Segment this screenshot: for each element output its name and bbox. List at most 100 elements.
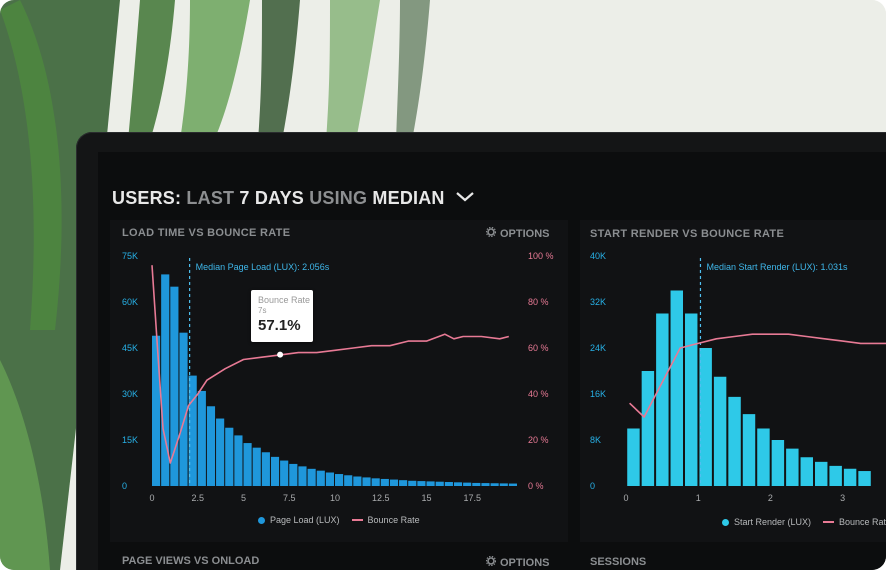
histogram-bar bbox=[408, 480, 417, 486]
x-tick-label: 1 bbox=[696, 493, 701, 503]
histogram-bar bbox=[307, 468, 316, 486]
histogram-bar bbox=[670, 290, 683, 486]
legend-line-label: Bounce Rate bbox=[839, 517, 886, 527]
histogram-bar bbox=[829, 465, 842, 486]
panel-title: SESSIONS bbox=[590, 556, 647, 568]
x-tick-label: 5 bbox=[241, 493, 246, 503]
hover-point bbox=[277, 351, 284, 358]
panel-title: START RENDER VS BOUNCE RATE bbox=[590, 228, 785, 240]
histogram-bar bbox=[389, 479, 399, 486]
x-tick-label: 15 bbox=[421, 493, 431, 503]
histogram-bar bbox=[179, 332, 188, 486]
histogram-bar bbox=[508, 483, 517, 486]
panel-title: LOAD TIME VS BOUNCE RATE bbox=[122, 227, 291, 239]
y-tick-label: 75K bbox=[122, 251, 138, 261]
histogram-bar bbox=[216, 418, 225, 486]
x-tick-label: 10 bbox=[330, 493, 340, 503]
y-tick-label: 30K bbox=[122, 389, 138, 399]
x-tick-label: 7.5 bbox=[283, 493, 296, 503]
y-tick-label: 60K bbox=[122, 297, 138, 307]
histogram-bar bbox=[499, 483, 508, 486]
histogram-bar bbox=[463, 482, 472, 486]
y-tick-label: 0 bbox=[590, 481, 595, 491]
histogram-bar bbox=[453, 482, 463, 486]
tooltip-x: 7s bbox=[258, 306, 267, 315]
bounce-rate-line bbox=[629, 333, 886, 418]
x-tick-label: 12.5 bbox=[372, 493, 390, 503]
histogram-bar bbox=[481, 483, 490, 486]
gear-icon bbox=[485, 226, 497, 240]
stat-label: MEDIAN bbox=[372, 188, 445, 208]
histogram-bar bbox=[325, 472, 334, 486]
x-tick-label: 3 bbox=[840, 493, 845, 503]
panel-start-render bbox=[580, 220, 886, 542]
median-annotation: Median Page Load (LUX): 2.056s bbox=[196, 262, 330, 272]
histogram-bar bbox=[426, 481, 435, 486]
options-button[interactable]: OPTIONS bbox=[485, 226, 550, 240]
histogram-bar bbox=[170, 286, 179, 486]
x-tick-label: 0 bbox=[623, 493, 628, 503]
histogram-bar bbox=[188, 375, 197, 486]
y2-tick-label: 40 % bbox=[528, 389, 549, 399]
histogram-bar bbox=[757, 428, 770, 486]
legend-bars-swatch bbox=[258, 517, 265, 524]
dashboard-headline[interactable]: USERS: LAST 7 DAYS USING MEDIAN bbox=[112, 186, 474, 210]
range-label-a: LAST bbox=[186, 188, 235, 208]
histogram-bar bbox=[353, 476, 362, 486]
histogram-bar bbox=[362, 477, 371, 486]
legend-load-time: Page Load (LUX) Bounce Rate bbox=[258, 515, 420, 525]
histogram-bar bbox=[289, 463, 298, 486]
y-tick-label: 8K bbox=[590, 435, 601, 445]
legend-bars-swatch bbox=[722, 519, 729, 526]
legend-bars-label: Page Load (LUX) bbox=[270, 515, 340, 525]
histogram-bar bbox=[490, 483, 499, 486]
histogram-bar bbox=[435, 481, 444, 486]
gear-icon bbox=[485, 555, 497, 569]
histogram-bar bbox=[234, 435, 243, 486]
histogram-bar bbox=[380, 478, 389, 486]
histogram-bar bbox=[771, 440, 785, 486]
histogram-bar bbox=[800, 457, 813, 486]
histogram-bar bbox=[243, 443, 252, 486]
histogram-bar bbox=[627, 428, 640, 486]
options-label: OPTIONS bbox=[500, 557, 550, 569]
histogram-bar bbox=[344, 475, 353, 486]
histogram-bar bbox=[399, 480, 408, 486]
y2-tick-label: 100 % bbox=[528, 251, 554, 261]
y-tick-label: 45K bbox=[122, 343, 138, 353]
histogram-bar bbox=[316, 470, 325, 486]
histogram-bar bbox=[472, 482, 481, 486]
legend-start-render: Start Render (LUX) Bounce Rate bbox=[722, 517, 886, 527]
histogram-bar bbox=[225, 427, 234, 486]
chevron-down-icon[interactable] bbox=[456, 186, 474, 207]
histogram-bar bbox=[656, 313, 669, 486]
histogram-bar bbox=[197, 390, 206, 486]
y2-tick-label: 0 % bbox=[528, 481, 544, 491]
histogram-bar bbox=[152, 335, 161, 486]
histogram-bar bbox=[371, 478, 380, 486]
histogram-bar bbox=[843, 468, 857, 486]
histogram-bar bbox=[713, 376, 727, 486]
histogram-bar bbox=[742, 414, 756, 486]
y-tick-label: 0 bbox=[122, 481, 127, 491]
legend-line-label: Bounce Rate bbox=[367, 515, 420, 525]
x-tick-label: 2.5 bbox=[191, 493, 204, 503]
users-label: USERS: bbox=[112, 188, 182, 208]
options-button[interactable]: OPTIONS bbox=[485, 555, 550, 569]
y2-tick-label: 80 % bbox=[528, 297, 549, 307]
histogram-bar bbox=[252, 447, 261, 486]
histogram-bar bbox=[815, 461, 828, 486]
histogram-bar bbox=[161, 274, 170, 486]
y2-tick-label: 60 % bbox=[528, 343, 549, 353]
tooltip-series: Bounce Rate bbox=[258, 295, 311, 305]
using-label: USING bbox=[309, 188, 368, 208]
x-tick-label: 17.5 bbox=[463, 493, 481, 503]
histogram-bar bbox=[444, 482, 453, 486]
bounce-rate-line bbox=[151, 265, 509, 464]
y-tick-label: 16K bbox=[590, 389, 606, 399]
x-tick-label: 2 bbox=[768, 493, 773, 503]
median-annotation: Median Start Render (LUX): 1.031s bbox=[706, 262, 848, 272]
